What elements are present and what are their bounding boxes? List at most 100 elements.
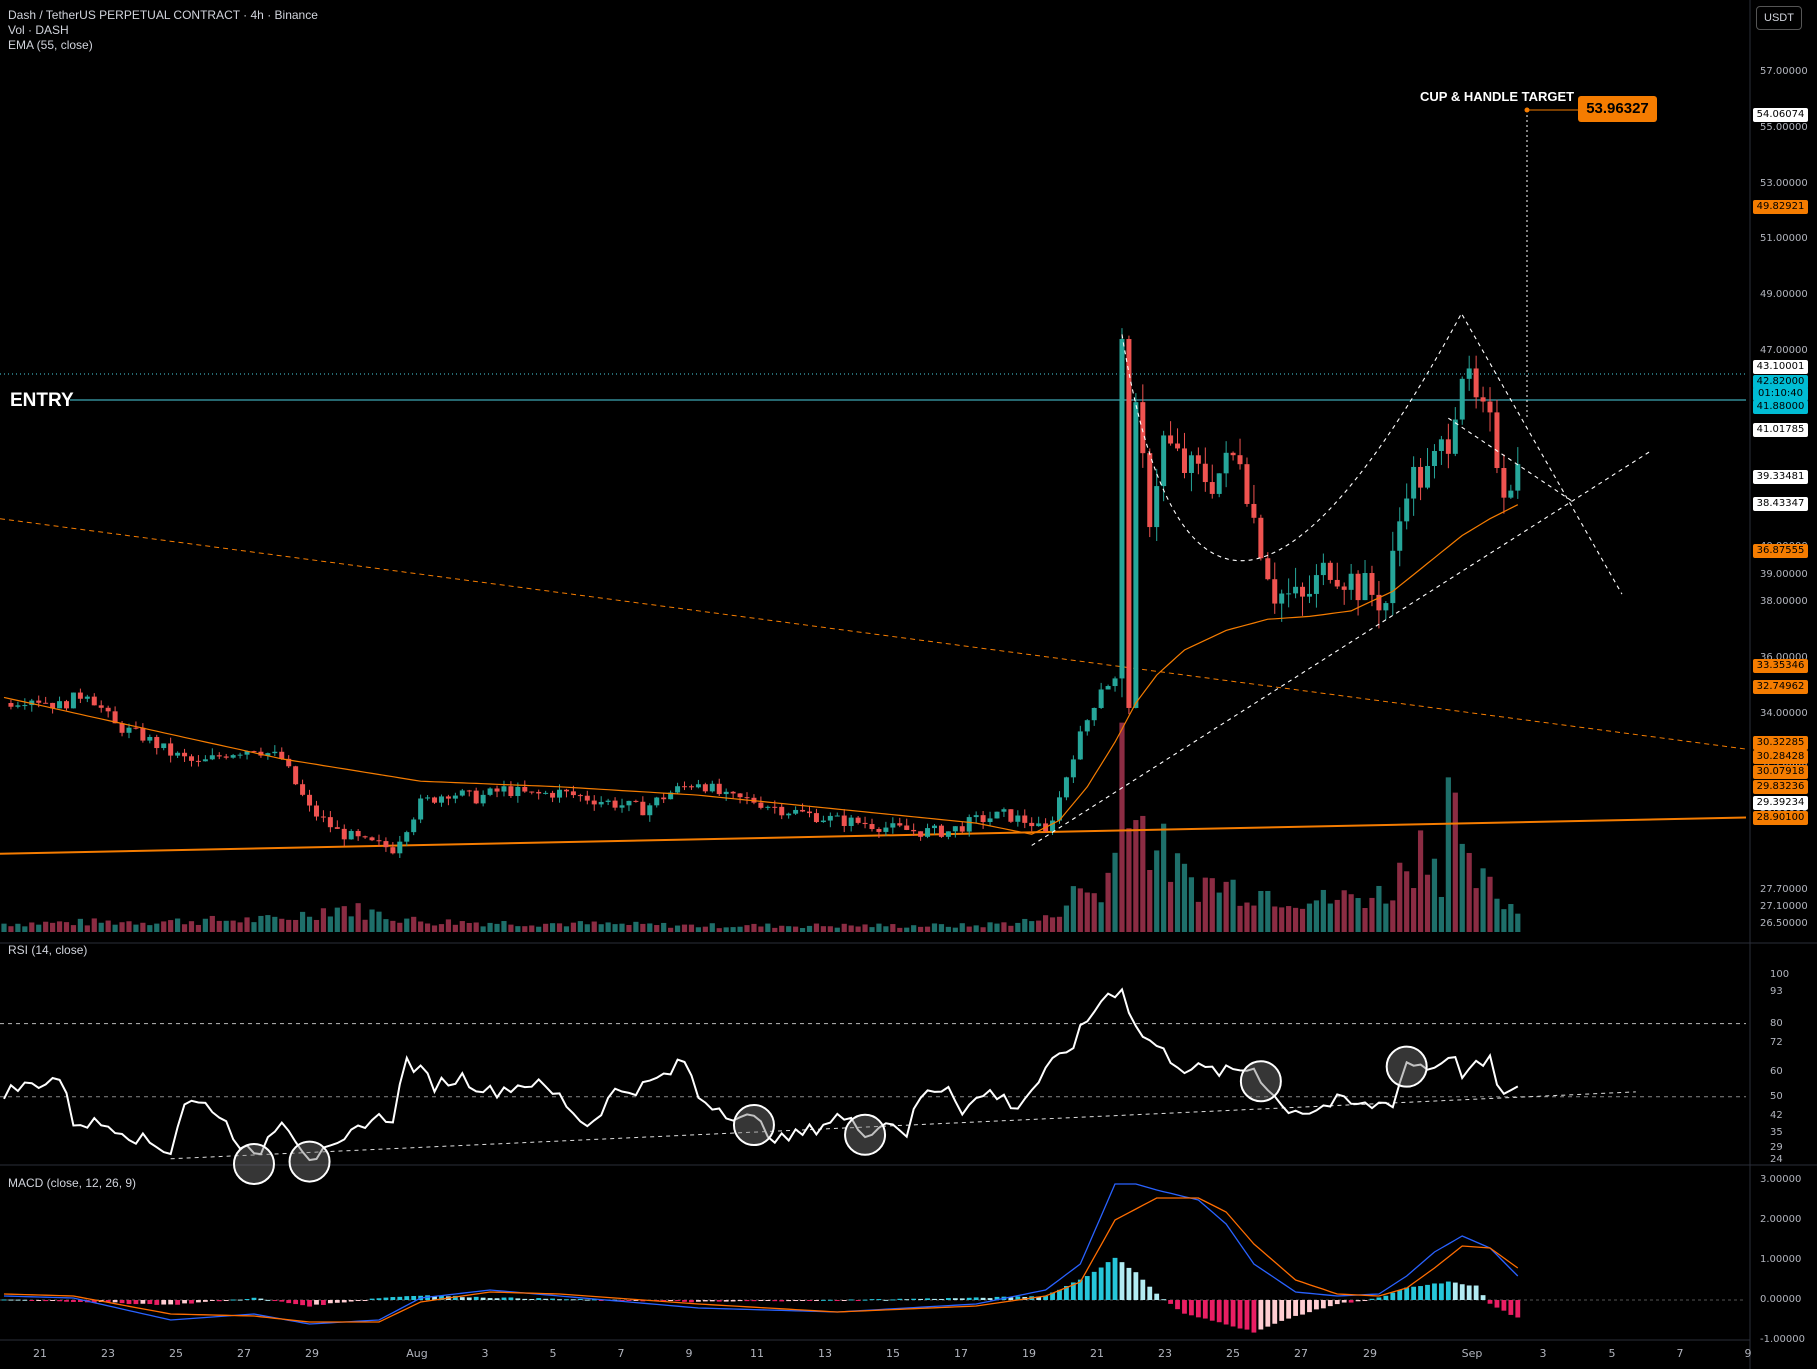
macd-histogram-bar [640,1300,646,1302]
macd-histogram-bar [1015,1296,1021,1300]
handle-upper-line [1461,314,1623,595]
candle-body [1161,435,1167,487]
candle-body [737,793,743,798]
candle-body [445,796,451,799]
rsi-tick-label: 24 [1770,1154,1783,1165]
macd-histogram-bar [286,1300,292,1304]
candle-body [1091,707,1097,721]
candle-body [591,800,597,805]
macd-histogram-bar [1508,1300,1514,1315]
candle-body [904,825,910,830]
volume-bar [619,923,625,932]
volume-legend[interactable]: Vol · DASH [8,23,69,37]
macd-histogram-bar [702,1300,708,1302]
macd-histogram-bar [168,1300,174,1305]
price-tag: 29.39234 [1753,796,1808,810]
volume-bar [980,927,986,932]
macd-histogram-bar [1251,1300,1257,1333]
candle-body [702,784,708,792]
volume-bar [202,918,208,932]
volume-bar [1112,852,1118,932]
macd-histogram-bar [334,1300,340,1303]
candle-body [1188,455,1194,473]
volume-bar [570,922,577,932]
rsi-title[interactable]: RSI (14, close) [8,943,88,957]
candle-body [168,743,174,756]
volume-bar [1015,922,1021,932]
macd-histogram-bar [1,1299,7,1301]
volume-bar [918,926,924,932]
ema-legend[interactable]: EMA (55, close) [8,38,93,52]
macd-title[interactable]: MACD (close, 12, 26, 9) [8,1176,137,1190]
volume-bar [418,921,424,932]
macd-histogram-bar [716,1300,722,1302]
macd-histogram-bar [1189,1300,1194,1316]
candle-body [827,815,833,821]
volume-bar [904,927,910,932]
price-tick-label: 49.00000 [1760,289,1808,301]
candle-body [1300,586,1306,597]
candle-body [1126,339,1132,708]
candle-body [473,790,479,804]
candle-body [515,786,521,797]
entry-label: ENTRY [10,390,74,411]
volume-bar [869,927,875,932]
candle-body [105,707,111,712]
macd-histogram-bar [952,1298,958,1300]
candle-body [313,805,319,817]
volume-bar [431,925,438,932]
candle-body [987,818,993,823]
price-tick-label: 27.70000 [1760,884,1808,896]
volume-bar [515,926,521,932]
volume-bar [1501,909,1507,932]
candle-body [1251,503,1257,518]
macd-histogram-bar [223,1300,229,1301]
price-tag: 49.82921 [1753,200,1808,214]
candle-body [633,800,639,802]
volume-bar [834,927,840,932]
candle-body [244,751,250,755]
volume-bar [36,924,42,932]
candle-body [1036,823,1042,827]
time-tick-label: 23 [101,1347,115,1360]
price-tag: 41.01785 [1753,423,1808,437]
volume-bar [1424,874,1431,932]
candle-body [1501,468,1507,498]
candle-body [1084,720,1090,732]
candle-body [1265,558,1271,580]
macd-histogram-bar [105,1300,111,1303]
candle-body [793,809,799,814]
macd-histogram-bar [966,1297,972,1300]
volume-bar [244,917,250,932]
volume-bar [654,925,660,932]
chart-legend: Dash / TetherUS PERPETUAL CONTRACT · 4h … [8,8,318,53]
candle-body [1022,815,1028,823]
volume-bar [952,927,958,932]
candle-body [1466,368,1472,379]
macd-histogram-bar [827,1299,833,1301]
volume-bar [1091,893,1097,932]
currency-button[interactable]: USDT [1756,6,1802,30]
volume-bar [674,925,681,932]
volume-bar [577,921,583,932]
candle-body [911,829,917,832]
macd-histogram-bar [1168,1300,1173,1304]
volume-bar [1029,921,1035,932]
candle-body [931,825,937,829]
candle-body [501,786,507,792]
macd-histogram-bar [501,1297,507,1300]
macd-histogram-bar [848,1299,854,1301]
volume-bar [230,920,236,932]
macd-histogram-bar [1140,1279,1146,1300]
macd-histogram-bar [237,1299,243,1301]
macd-histogram-bar [327,1300,333,1304]
symbol-title[interactable]: Dash / TetherUS PERPETUAL CONTRACT · 4h … [8,8,318,22]
volume-bar [765,923,771,932]
macd-histogram-bar [1300,1300,1305,1315]
candle-body [841,815,847,826]
volume-bar [459,921,465,932]
candle-body [1313,575,1319,594]
macd-histogram-bar [744,1300,750,1302]
volume-bar [1265,890,1271,932]
